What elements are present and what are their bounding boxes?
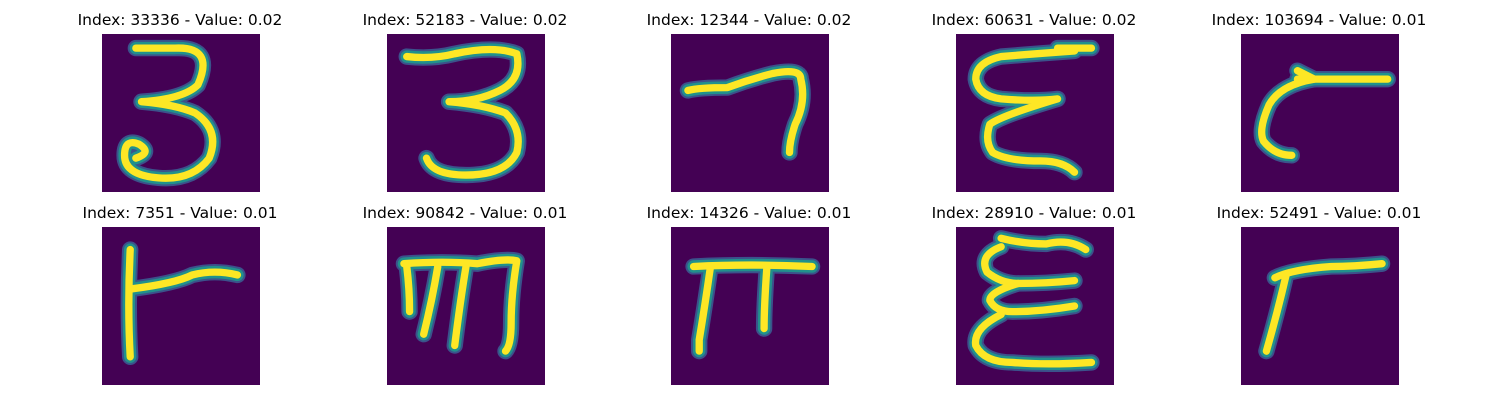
panel-1: Index: 33336 - Value: 0.02 [40,0,320,192]
glyph-strokes [967,230,1100,373]
panel-8: Index: 14326 - Value: 0.01 [609,193,889,385]
panel-title: Index: 103694 - Value: 0.01 [1211,11,1427,29]
stroke-core [689,261,816,271]
stroke-core [1258,67,1319,159]
glyph-strokes [116,39,221,187]
stroke-core [403,262,414,316]
glyph-strokes [685,256,821,360]
stroke-core [126,268,242,293]
stroke-core [420,262,442,338]
stroke-core [451,262,470,350]
stroke-core [1262,271,1290,355]
glyph-strokes [967,39,1100,181]
panel-3: Index: 12344 - Value: 0.02 [609,0,889,192]
glyph-strokes [398,41,527,184]
panel-title: Index: 28910 - Value: 0.01 [931,204,1137,222]
stroke-core [760,262,771,333]
panel-title: Index: 14326 - Value: 0.01 [646,204,852,222]
glyph-strokes [395,251,525,360]
glyph-strokes [679,63,811,161]
panel-title: Index: 33336 - Value: 0.02 [77,11,283,29]
glyph-image [1241,34,1399,192]
panel-title: Index: 7351 - Value: 0.01 [82,204,278,222]
glyph-image [387,34,545,192]
glyph-image [102,34,260,192]
stroke-core [997,234,1090,254]
panel-title: Index: 90842 - Value: 0.01 [362,204,568,222]
stroke-core [972,47,1079,176]
stroke-core [695,262,715,355]
glyph-image [671,34,829,192]
glyph-image [102,227,260,385]
panel-6: Index: 7351 - Value: 0.01 [40,193,320,385]
stroke-core [684,67,807,157]
panel-title: Index: 60631 - Value: 0.02 [931,11,1137,29]
panel-9: Index: 28910 - Value: 0.01 [894,193,1174,385]
glyph-image [387,227,545,385]
panel-2: Index: 52183 - Value: 0.02 [325,0,605,192]
panel-7: Index: 90842 - Value: 0.01 [325,193,605,385]
panel-5: Index: 103694 - Value: 0.01 [1179,0,1459,192]
panel-title: Index: 12344 - Value: 0.02 [646,11,852,29]
image-background [671,227,829,385]
glyph-strokes [1253,62,1396,164]
glyph-image [671,227,829,385]
stroke-core [981,243,1079,288]
image-background [1241,227,1399,385]
panel-4: Index: 60631 - Value: 0.02 [894,0,1174,192]
stroke-core [400,256,521,355]
panel-10: Index: 52491 - Value: 0.01 [1179,193,1459,385]
stroke-core [403,45,522,179]
stroke-core [971,310,1096,368]
stroke-core [125,245,134,361]
panel-title: Index: 52491 - Value: 0.01 [1216,204,1422,222]
stroke-core [120,44,217,182]
panel-title: Index: 52183 - Value: 0.02 [362,11,568,29]
glyph-image [956,227,1114,385]
glyph-strokes [120,241,246,365]
glyph-image [956,34,1114,192]
stroke-core [986,279,1079,316]
glyph-image [1241,227,1399,385]
glyph-strokes [1258,255,1391,360]
